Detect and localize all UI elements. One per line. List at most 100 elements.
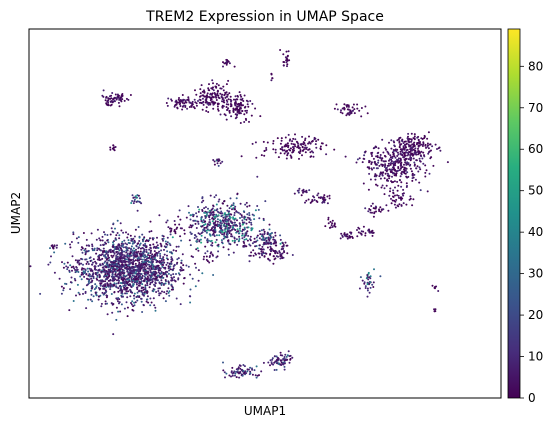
scatter-point [140,287,143,290]
scatter-point [298,157,300,160]
scatter-point [182,104,185,107]
scatter-point [164,300,167,303]
scatter-point [191,224,194,227]
scatter-point [237,366,240,369]
scatter-point [116,253,119,256]
scatter-point [333,148,336,151]
scatter-point [282,64,285,67]
scatter-point [267,238,270,241]
scatter-point [240,369,243,372]
scatter-point [203,207,206,210]
scatter-point [407,138,410,141]
scatter-point [58,277,61,280]
scatter-point [152,243,155,246]
scatter-point [55,246,58,249]
scatter-point [207,207,209,210]
scatter-point [248,221,251,224]
scatter-point [241,223,244,226]
scatter-point [121,292,124,295]
scatter-point [210,97,213,100]
scatter-point [129,252,132,254]
scatter-point [143,292,146,295]
scatter-point [148,248,151,251]
scatter-point [299,150,302,153]
scatter-point [345,114,348,117]
scatter-point [505,102,507,104]
scatter-point [160,279,163,282]
scatter-point [254,141,257,144]
scatter-point [148,263,151,266]
scatter-point [346,112,349,115]
scatter-point [290,156,293,159]
scatter-point [212,103,215,106]
scatter-point [264,200,267,203]
scatter-point [418,157,421,160]
scatter-point [219,229,222,232]
scatter-point [83,272,86,275]
scatter-point [101,285,104,288]
scatter-point [313,199,316,201]
scatter-point [95,238,98,241]
scatter-point [275,250,278,253]
scatter-point [102,263,104,266]
scatter-point [347,105,350,108]
scatter-point [255,376,258,379]
scatter-point [220,210,223,213]
scatter-point [242,369,245,372]
scatter-point [407,162,410,165]
scatter-point [121,263,124,266]
scatter-point [50,255,52,258]
scatter-point [125,274,128,277]
scatter-point [420,150,423,153]
scatter-point [98,276,101,279]
scatter-point [215,99,218,101]
scatter-point [112,98,114,101]
scatter-point [80,278,83,281]
scatter-point [195,104,198,107]
scatter-point [116,275,119,278]
scatter-point [244,203,247,206]
scatter-point [155,291,158,293]
scatter-point [410,138,413,141]
scatter-point [400,204,403,207]
scatter-point [331,222,334,225]
scatter-point [227,253,230,256]
scatter-point [226,213,229,216]
scatter-point [213,160,216,163]
scatter-point [70,266,73,269]
scatter-point [154,247,157,249]
scatter-point [374,178,377,181]
scatter-point [101,269,104,272]
scatter-point [99,284,102,287]
scatter-point [150,249,152,252]
scatter-point [419,160,422,163]
scatter-point [125,246,128,249]
scatter-point [119,310,122,313]
scatter-point [415,167,418,170]
scatter-point [214,220,217,223]
scatter-point [378,175,381,178]
scatter-point [195,266,197,269]
scatter-point [121,253,124,256]
scatter-point [206,250,209,253]
scatter-point [225,58,228,61]
scatter-point [211,233,214,236]
scatter-point [325,144,328,147]
scatter-point [361,279,364,282]
scatter-point [377,161,380,164]
scatter-point [329,226,332,229]
scatter-point [149,244,151,246]
scatter-point [149,276,152,279]
scatter-point [154,270,157,273]
scatter-point [190,232,193,235]
scatter-point [163,291,166,294]
scatter-point [126,243,128,246]
scatter-point [193,219,196,222]
scatter-point [396,204,399,207]
scatter-point [108,274,111,277]
scatter-point [331,226,334,228]
scatter-point [128,280,131,283]
scatter-point [144,284,147,287]
scatter-point [141,233,144,236]
scatter-point [304,151,307,154]
